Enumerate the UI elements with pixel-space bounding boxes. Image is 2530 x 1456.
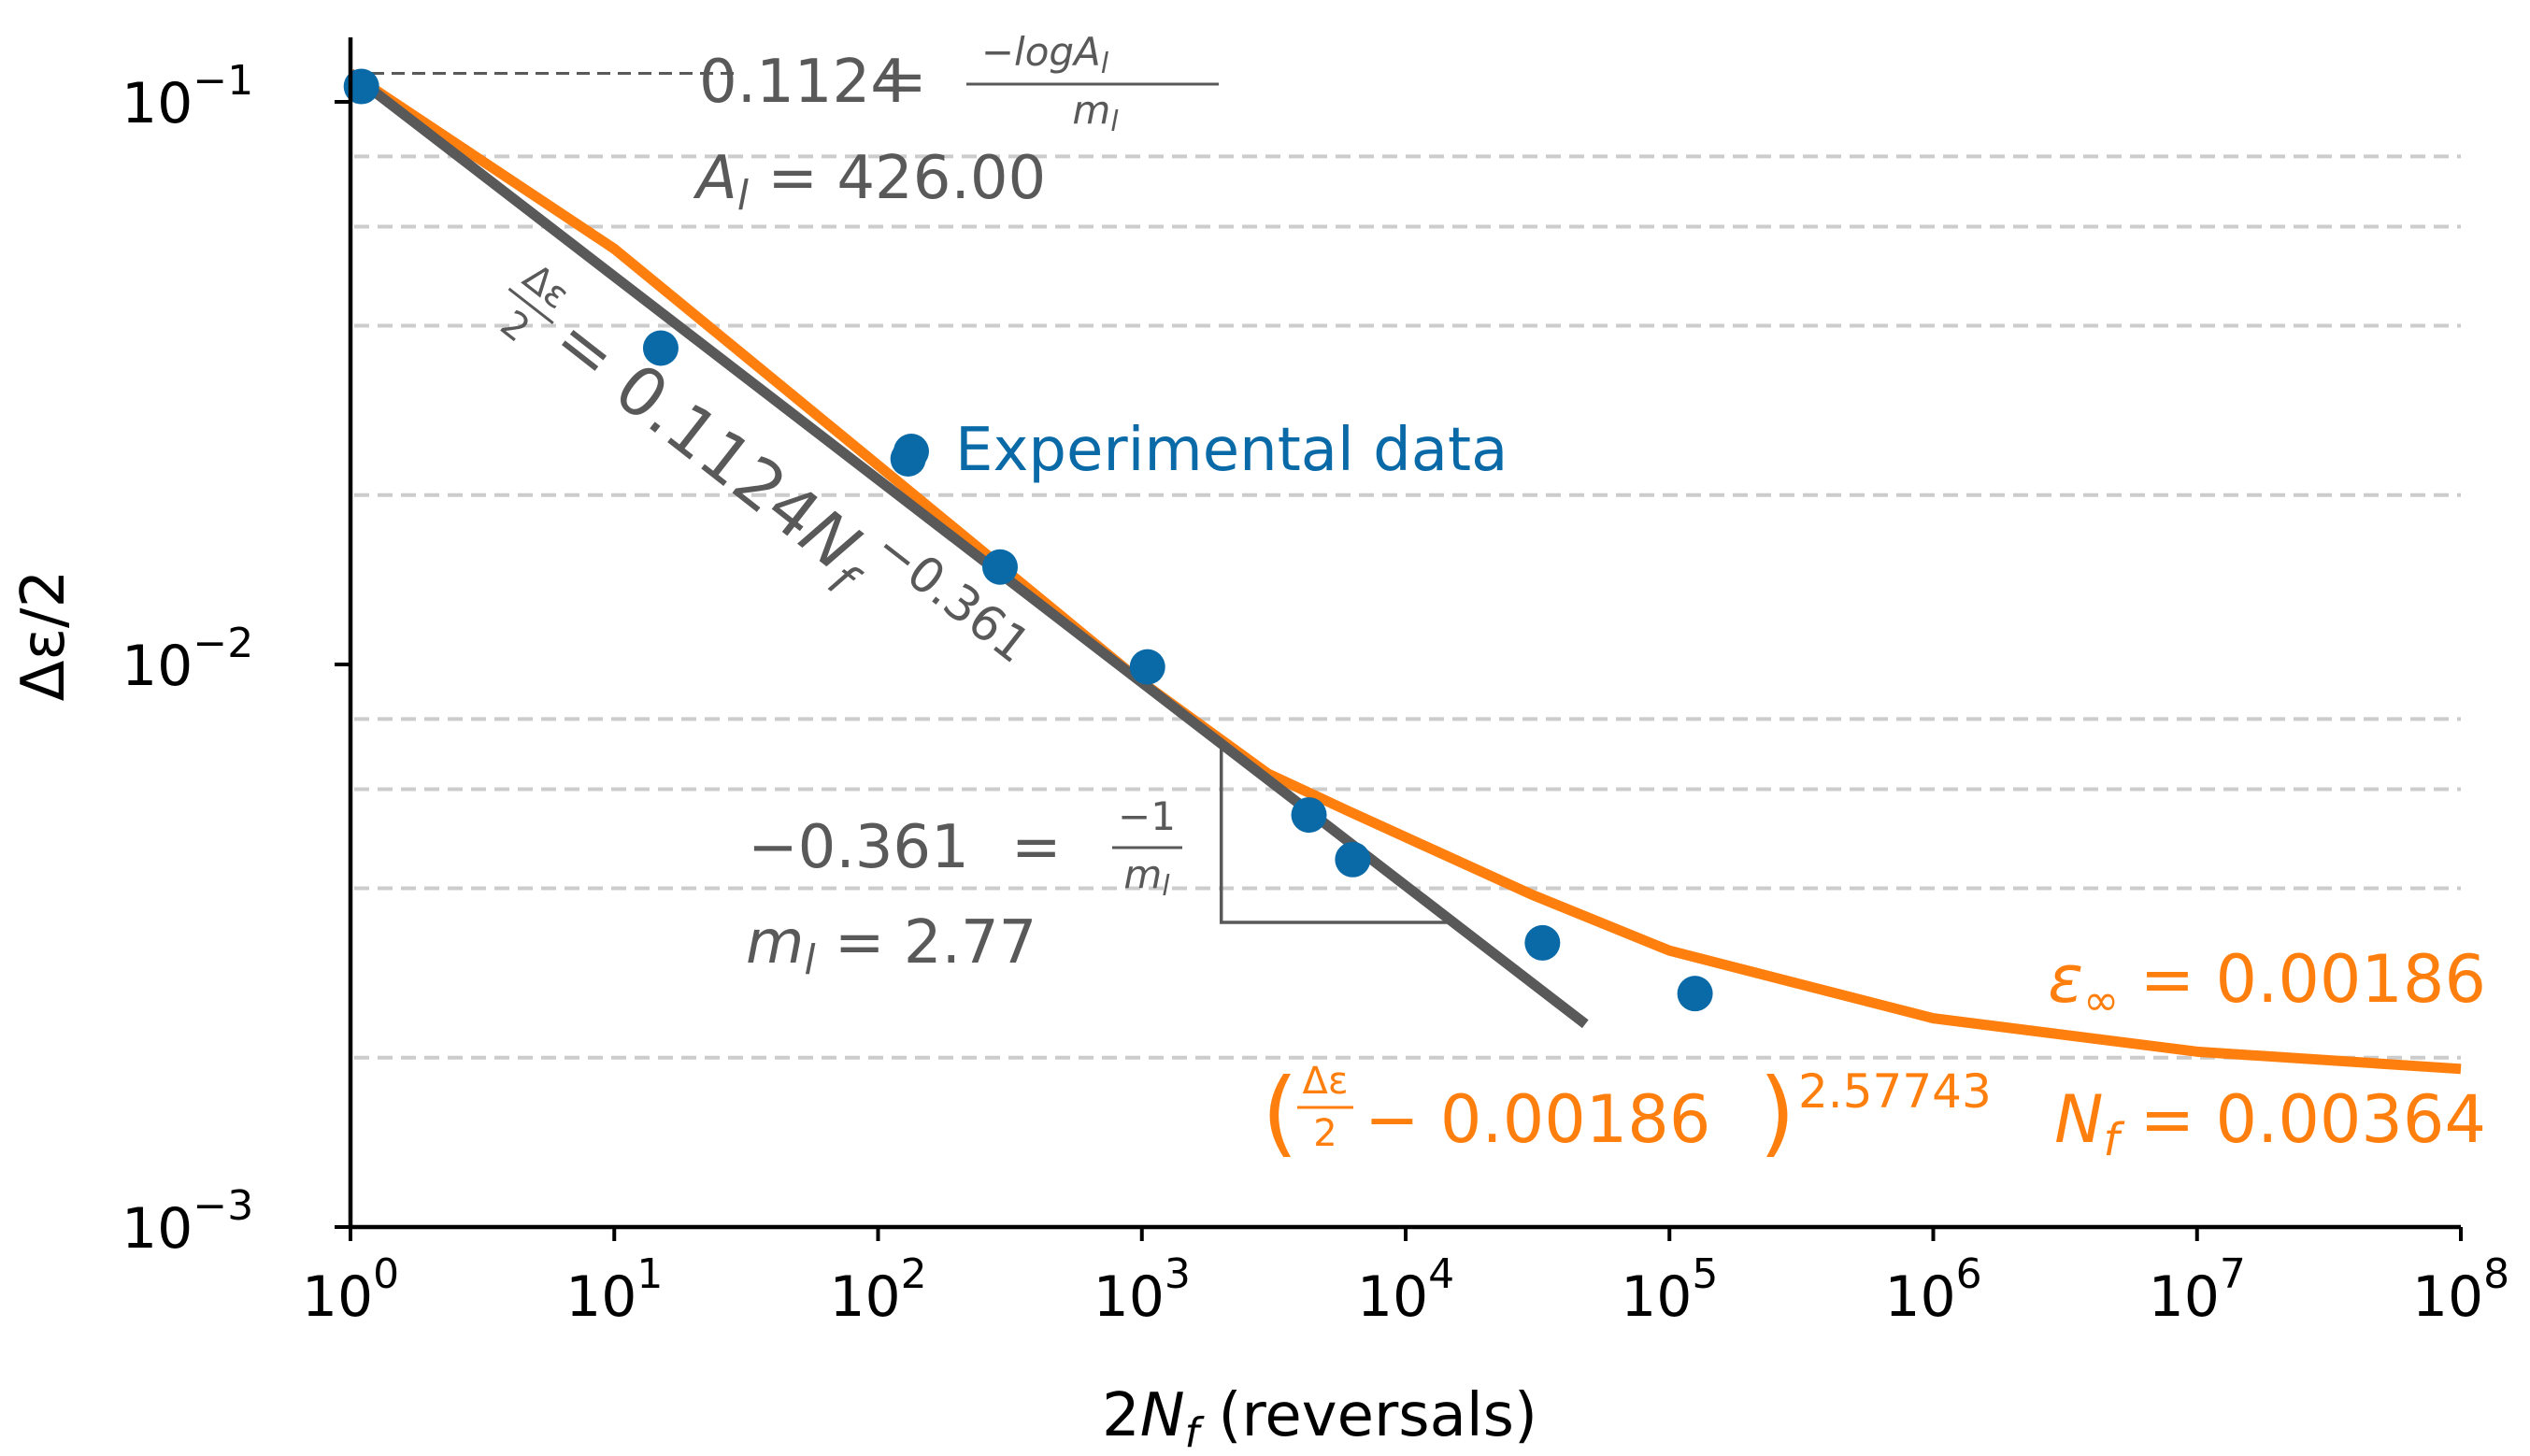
svg-text:2.57743: 2.57743 (1798, 1064, 1992, 1119)
svg-text:Nf = 0.00364: Nf = 0.00364 (2054, 1081, 2486, 1166)
intercept-equation: 0.1124 = −logAl ml (699, 29, 1219, 138)
y-tick-label: 10−2 (121, 620, 253, 699)
intercept-eq-den: ml (1072, 87, 1119, 138)
data-point (982, 549, 1019, 585)
fit-curve-orange (347, 68, 2462, 1075)
legend-marker (893, 434, 929, 469)
data-point (1291, 797, 1327, 834)
svg-text:−0.361: −0.361 (748, 813, 969, 882)
eps-inf-text: ε∞ = 0.00186 (2048, 941, 2486, 1025)
y-tick-label: 10−1 (121, 57, 253, 136)
x-tick-label: 102 (829, 1250, 926, 1330)
svg-text:= 0.1124Nf−0.361: = 0.1124Nf−0.361 (532, 286, 1040, 717)
fit-line-gray (347, 69, 1589, 1029)
curve-equation: ( Δε 2 − 0.00186 ) 2.57743 Nf = 0.00364 (1262, 1058, 2486, 1167)
slope-equation: −0.361 = −1 ml (748, 793, 1182, 903)
x-tick-label: 106 (1884, 1250, 1981, 1330)
y-axis-title: Δε/2 (9, 570, 79, 702)
x-tick-label: 108 (2412, 1250, 2509, 1330)
svg-text:=: = (1011, 813, 1062, 882)
intercept-eq-num: −logAl (981, 29, 1109, 80)
data-point (1524, 924, 1561, 961)
al-value-text: Al = 426.00 (693, 144, 1046, 220)
slope-triangle (1219, 738, 1460, 924)
svg-text:Δε: Δε (1303, 1060, 1349, 1103)
x-axis-title: 2Nf (reversals) (1102, 1381, 1537, 1456)
x-tick-label: 107 (2149, 1250, 2246, 1330)
x-tick-label: 101 (565, 1250, 663, 1330)
svg-text:ml: ml (1123, 851, 1170, 903)
svg-text:−1: −1 (1118, 793, 1176, 839)
x-tick-label: 100 (302, 1250, 399, 1330)
intercept-eq-lhs: 0.1124 (699, 48, 908, 117)
y-axis-ticks: 10−1 10−2 10−3 (121, 57, 350, 1262)
svg-text:2: 2 (1313, 1112, 1336, 1155)
svg-text:=: = (877, 48, 927, 117)
x-tick-label: 105 (1621, 1250, 1718, 1330)
y-tick-label: 10−3 (121, 1182, 253, 1262)
ml-value-text: ml = 2.77 (746, 908, 1036, 984)
svg-text:(: ( (1262, 1058, 1298, 1167)
x-axis-ticks: 100 101 102 103 104 105 106 107 108 (302, 1227, 2509, 1330)
data-point (1129, 649, 1165, 685)
data-point (1677, 976, 1713, 1012)
x-tick-label: 103 (1093, 1250, 1191, 1330)
legend-label: Experimental data (955, 416, 1508, 485)
data-point (1335, 841, 1371, 878)
data-point (642, 330, 679, 366)
svg-text:− 0.00186: − 0.00186 (1365, 1081, 1710, 1158)
svg-text:): ) (1759, 1058, 1795, 1167)
x-tick-label: 104 (1357, 1250, 1454, 1330)
